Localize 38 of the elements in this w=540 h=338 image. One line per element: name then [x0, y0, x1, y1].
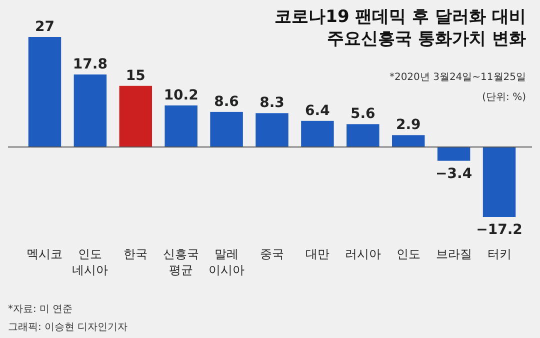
x-tick-label: 인도 — [396, 247, 420, 261]
bar — [392, 135, 425, 147]
x-tick-label: 신흥국 평균 — [163, 247, 200, 277]
data-label: 5.6 — [350, 106, 376, 122]
bar — [346, 124, 380, 147]
text: 그래픽: 이승현 디자인기자 — [8, 322, 128, 333]
data-label: 10.2 — [164, 87, 198, 104]
x-tick-label: 중국 — [260, 247, 284, 261]
bar — [74, 74, 107, 147]
data-label: 8.3 — [260, 95, 284, 112]
x-tick-label: 인도 네시아 — [72, 247, 108, 277]
x-tick-label: 멕시코 — [26, 247, 63, 261]
data-label: 8.6 — [214, 94, 239, 110]
x-tick-label: 터키 — [487, 247, 512, 261]
x-tick-label: 한국 — [124, 247, 148, 261]
data-label: 6.4 — [305, 102, 330, 119]
bar — [482, 146, 516, 217]
data-label: 15 — [126, 68, 146, 84]
x-tick-label: 러시아 — [344, 247, 381, 261]
bar — [28, 37, 62, 147]
data-label: −17.2 — [476, 222, 522, 238]
bar — [210, 112, 243, 147]
chart-title: 코로나19 팬데믹 후 달러화 대비 주요신흥국 통화가치 변화 — [274, 7, 526, 49]
data-label: 27 — [34, 19, 54, 35]
data-label: 2.9 — [396, 117, 421, 134]
bar — [119, 86, 152, 147]
annotation: (단위: %) — [482, 92, 526, 103]
x-tick-label: 말레 이시아 — [208, 247, 245, 277]
text: *자료: 미 연준 — [8, 304, 73, 315]
x-tick-label: 브라질 — [436, 247, 472, 261]
x-tick-label: 대만 — [305, 247, 330, 261]
text: *2020년 3월24일~11월25일 — [389, 72, 526, 83]
bar — [437, 146, 470, 161]
bar — [301, 120, 334, 147]
bar — [164, 105, 198, 147]
data-label: −3.4 — [436, 166, 472, 182]
bar — [256, 113, 288, 147]
data-label: 17.8 — [72, 56, 108, 72]
